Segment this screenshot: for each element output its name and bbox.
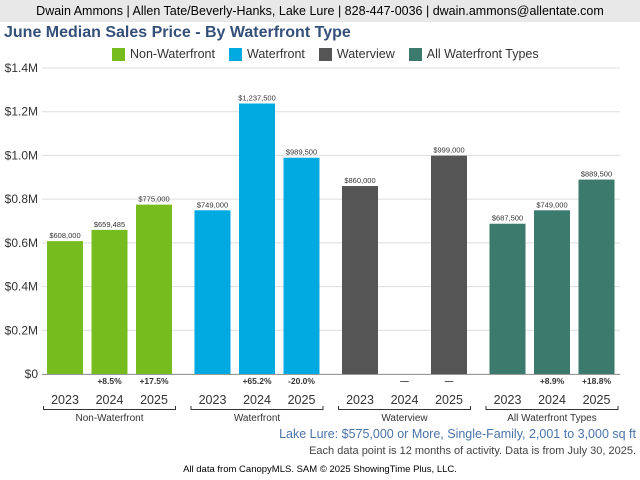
chart-subtitle: Lake Lure: $575,000 or More, Single-Fami… xyxy=(279,427,636,441)
x-tick-label: 2024 xyxy=(96,393,124,407)
bar-non-waterfront-2023 xyxy=(47,241,83,374)
x-tick-label: 2024 xyxy=(243,393,271,407)
bar-waterfront-2024 xyxy=(239,103,275,375)
bar-chart: $0 $0.2M $0.4M $0.6M $0.8M $1.0M $1.2M $1.4M $60… xyxy=(5,61,620,424)
x-tick-label: 2023 xyxy=(199,393,227,407)
legend-item-non-waterfront: Non-Waterfront xyxy=(112,46,215,62)
bar-all-waterfront-types-2025 xyxy=(578,179,615,374)
header-bar: Dwain Ammons | Allen Tate/Beverly-Hanks,… xyxy=(0,0,640,22)
agent-contact-text: Dwain Ammons | Allen Tate/Beverly-Hanks,… xyxy=(36,4,604,18)
y-tick-label: $0.6M xyxy=(5,236,38,250)
data-note: Each data point is 12 months of activity… xyxy=(309,445,636,457)
data-label: $749,000 xyxy=(536,200,567,209)
data-label: $889,500 xyxy=(581,170,612,179)
pct-change-label: — xyxy=(400,376,409,386)
x-tick-label: 2023 xyxy=(346,393,374,407)
data-label: $749,000 xyxy=(197,200,228,209)
legend-label: Non-Waterfront xyxy=(130,47,215,61)
x-tick-label: 2025 xyxy=(140,393,168,407)
bar-all-waterfront-types-2024 xyxy=(534,210,570,374)
y-tick-label: $1.2M xyxy=(5,105,38,119)
x-tick-label: 2023 xyxy=(494,393,522,407)
legend-item-waterfront: Waterfront xyxy=(228,46,305,62)
data-label: $608,000 xyxy=(49,231,80,240)
pct-change-label: +8.5% xyxy=(97,376,122,386)
chart-title: June Median Sales Price - By Waterfront … xyxy=(4,24,351,41)
pct-change-label: +65.2% xyxy=(242,376,272,386)
data-label: $999,000 xyxy=(433,146,464,155)
y-tick-label: $0.4M xyxy=(5,280,38,294)
y-tick-label: $0.8M xyxy=(5,192,38,206)
y-tick-label: $0.2M xyxy=(5,323,38,337)
x-tick-label: 2024 xyxy=(391,393,419,407)
legend-label: Waterfront xyxy=(246,47,305,61)
y-tick-label: $0 xyxy=(25,367,39,381)
legend-item-waterview: Waterview xyxy=(318,46,395,62)
legend-swatch xyxy=(228,47,242,61)
source-credit: All data from CanopyMLS. SAM © 2025 Show… xyxy=(183,464,457,475)
data-label: $860,000 xyxy=(344,176,375,185)
legend-swatch xyxy=(112,47,125,61)
data-label: $659,485 xyxy=(94,220,125,229)
x-tick-label: 2024 xyxy=(538,393,566,407)
data-label: $687,500 xyxy=(492,214,523,223)
group-label-all-waterfront-types: All Waterfront Types xyxy=(507,413,596,424)
pct-change-label: -20.0% xyxy=(288,376,315,386)
data-label: $989,500 xyxy=(286,148,317,157)
chart-legend: Non-Waterfront Waterfront Waterview All Wat… xyxy=(112,46,539,62)
group-label-waterfront: Waterfront xyxy=(234,413,281,424)
bar-non-waterfront-2025 xyxy=(136,204,172,374)
data-label: $1,237,500 xyxy=(238,94,276,103)
bar-waterfront-2023 xyxy=(194,210,231,374)
bar-non-waterfront-2024 xyxy=(91,229,128,374)
data-label: $775,000 xyxy=(138,195,169,204)
x-tick-label: 2025 xyxy=(435,393,463,407)
legend-label: All Waterfront Types xyxy=(426,47,539,61)
legend-label: Waterview xyxy=(336,47,395,61)
bar-waterview-2025 xyxy=(431,155,467,374)
bar-all-waterfront-types-2023 xyxy=(489,223,526,374)
group-label-non-waterfront: Non-Waterfront xyxy=(76,413,144,424)
bar-waterfront-2025 xyxy=(283,157,320,374)
x-tick-label: 2025 xyxy=(583,393,611,407)
pct-change-label: — xyxy=(445,376,454,386)
pct-change-label: +18.8% xyxy=(582,376,612,386)
legend-swatch xyxy=(408,47,422,61)
legend-swatch xyxy=(318,47,332,61)
bar-waterview-2023 xyxy=(342,186,378,374)
pct-change-label: +8.9% xyxy=(540,376,565,386)
group-label-waterview: Waterview xyxy=(381,413,428,424)
x-tick-label: 2023 xyxy=(51,393,79,407)
pct-change-label: +17.5% xyxy=(139,376,169,386)
legend-item-all-waterfront-types: All Waterfront Types xyxy=(408,46,539,62)
y-tick-label: $1.0M xyxy=(5,148,38,162)
y-tick-label: $1.4M xyxy=(5,61,38,75)
x-tick-label: 2025 xyxy=(288,393,316,407)
